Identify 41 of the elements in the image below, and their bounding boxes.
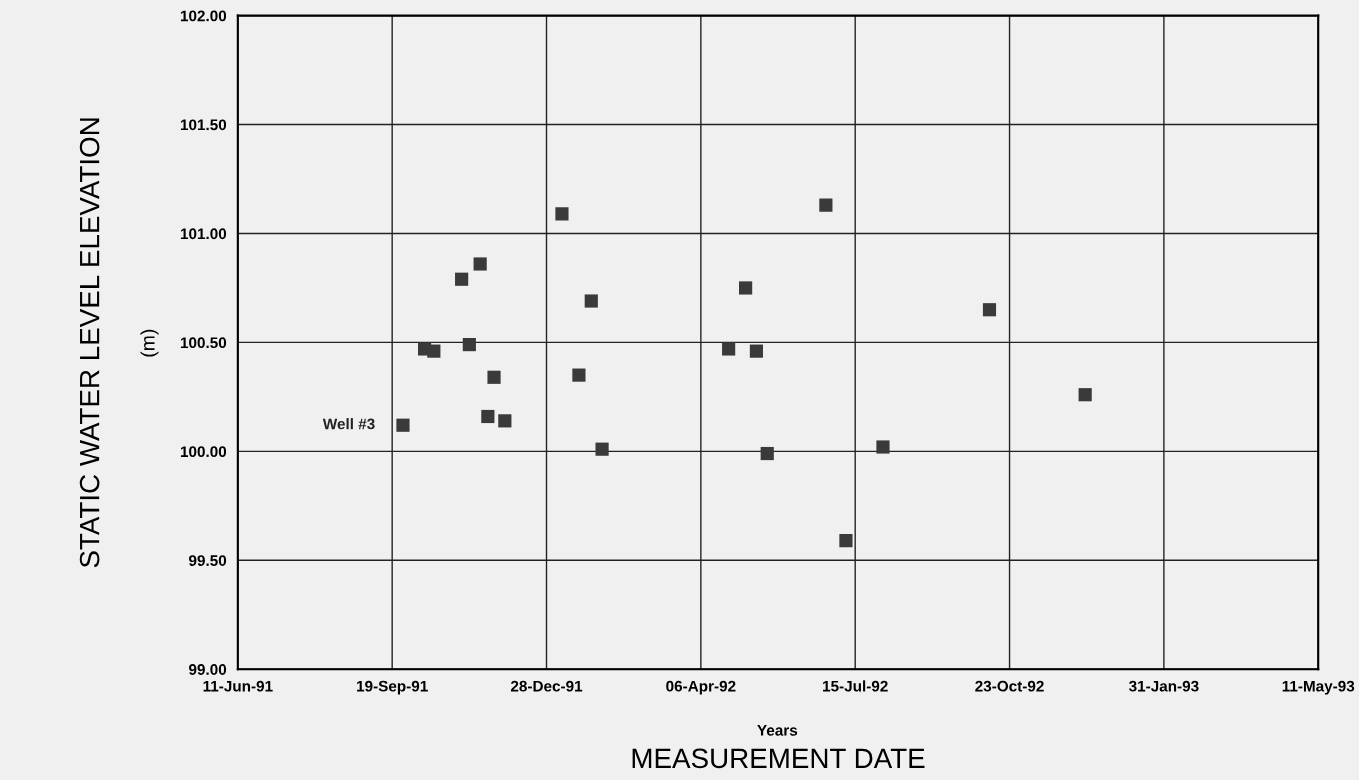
point (572, 368, 586, 382)
x-axis-title: MEASUREMENT DATE (632, 748, 925, 769)
point (473, 257, 487, 271)
x-tick-label: 11-Jun-91 (203, 680, 273, 692)
text: (m) (140, 329, 159, 357)
x-tick-label: 11-May-93 (1282, 680, 1355, 695)
point (396, 418, 410, 432)
point (481, 409, 495, 424)
point (595, 442, 609, 456)
point (876, 440, 890, 454)
y-tick-label: 100.00 (180, 446, 227, 458)
y-tick-label: 99.00 (189, 664, 227, 675)
point (455, 272, 469, 286)
x-tick-label: 15-Jul-92 (823, 680, 888, 692)
y-tick-label: 100.50 (180, 337, 227, 349)
point (1078, 388, 1092, 402)
point (760, 446, 774, 461)
point (487, 370, 501, 384)
point (839, 534, 853, 548)
point (462, 338, 476, 352)
x-tick-label: 23-Oct-92 (975, 680, 1044, 692)
text: Years (757, 725, 798, 736)
point (749, 344, 764, 358)
point (819, 198, 833, 212)
y-axis-title: STATIC WATER LEVEL ELEVATION (79, 118, 100, 568)
point (982, 303, 997, 317)
point (739, 281, 753, 295)
point (584, 294, 598, 308)
point (555, 207, 569, 221)
x-tick-label: 31-Jan-93 (1129, 680, 1199, 692)
x-tick-label: 19-Sep-91 (357, 680, 428, 695)
y-tick-label: 101.50 (180, 119, 227, 131)
point (722, 342, 736, 356)
series-label: Well #3 (322, 418, 375, 430)
point (498, 414, 512, 428)
x-tick-label: 06-Apr-92 (666, 680, 736, 695)
y-tick-label: 101.00 (180, 228, 227, 240)
y-tick-label: 102.00 (180, 10, 227, 22)
point (427, 344, 441, 358)
y-tick-label: 99.50 (189, 555, 227, 566)
x-tick-label: 28-Dec-91 (510, 680, 583, 692)
